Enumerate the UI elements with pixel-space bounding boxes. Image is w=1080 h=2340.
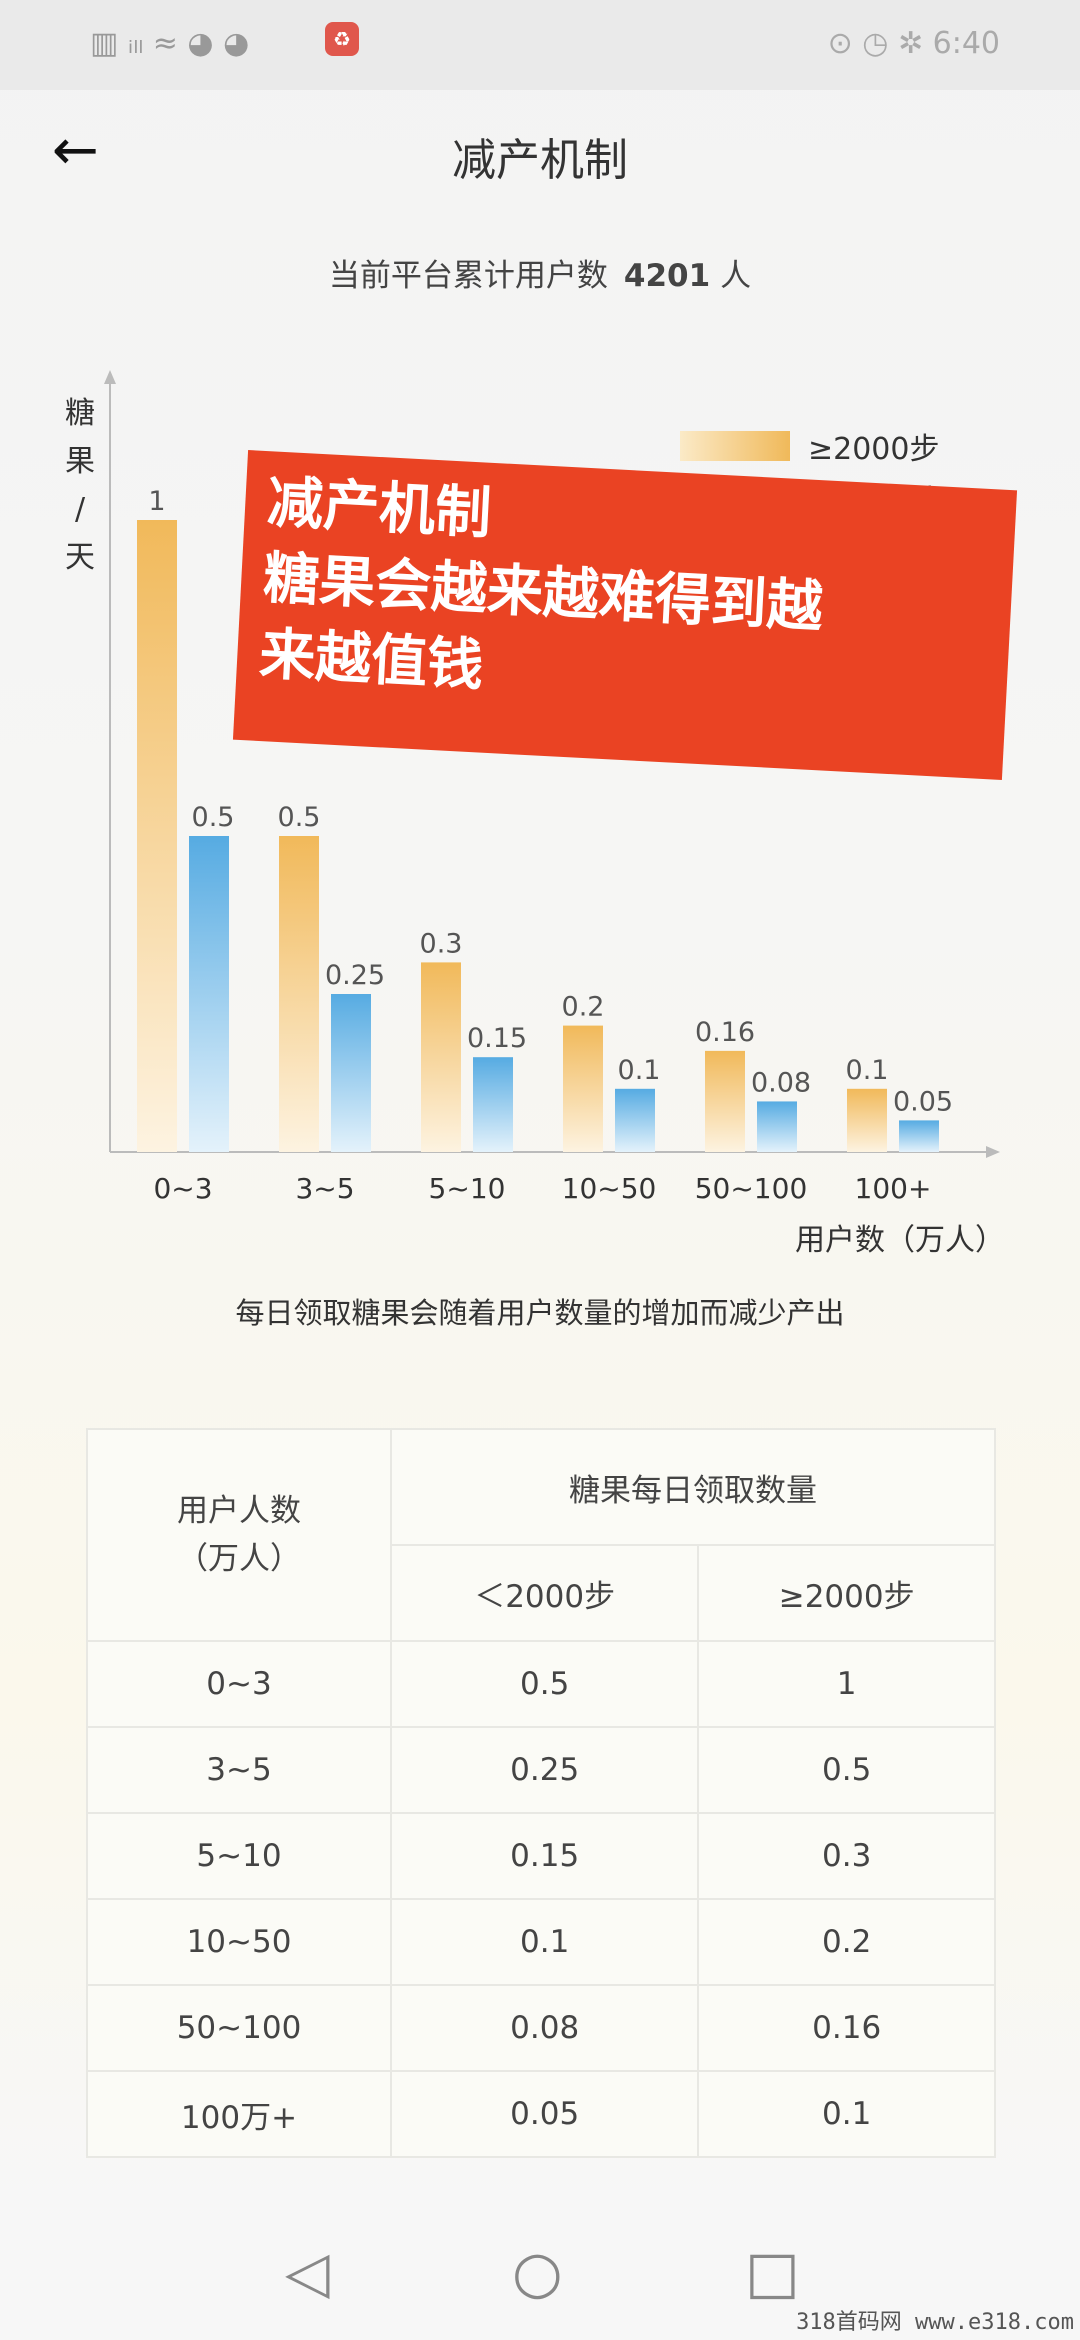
x-axis-label: 用户数（万人） (795, 1223, 1005, 1258)
data-label: 0.15 (467, 1023, 527, 1054)
data-label: 0.1 (618, 1055, 661, 1086)
reward-table: 用户人数 （万人） 糖果每日领取数量 ＜2000步 ≥2000步 0~3 0.5… (86, 1428, 996, 2158)
cell-users: 3~5 (86, 1726, 392, 1814)
legend-label-ge: ≥2000步 (808, 432, 940, 467)
promo-banner: 减产机制 糖果会越来越难得到越 来越值钱 (232, 450, 1018, 780)
bar-lt (757, 1101, 797, 1152)
bar-lt (899, 1120, 939, 1152)
data-label: 0.3 (420, 928, 463, 959)
x-tick-label: 3~5 (295, 1172, 354, 1205)
data-label: 0.16 (695, 1017, 755, 1048)
cell-lt: 0.05 (389, 2070, 700, 2158)
bar-ge (847, 1088, 887, 1152)
nav-recents-icon[interactable]: □ (745, 2238, 800, 2306)
legend-swatch-ge (680, 431, 790, 461)
nav-back-icon[interactable]: ◁ (285, 2238, 330, 2306)
data-label: 0.08 (751, 1067, 811, 1098)
cell-lt: 0.15 (389, 1812, 700, 1900)
bar-ge (563, 1025, 603, 1152)
y-axis-label: 糖 果 / 天 (65, 396, 95, 575)
x-tick-label: 10~50 (562, 1172, 657, 1205)
app-badge-icon: ♻ (325, 22, 359, 56)
data-label: 0.5 (278, 802, 321, 833)
header: ← 减产机制 (0, 110, 1080, 200)
promo-banner-text: 减产机制 糖果会越来越难得到越 来越值钱 (235, 450, 1017, 746)
x-tick-label: 5~10 (429, 1172, 506, 1205)
cell-ge: 1 (697, 1640, 996, 1728)
cell-ge: 0.1 (697, 2070, 996, 2158)
data-label: 1 (148, 486, 165, 517)
cell-users: 100万+ (86, 2070, 392, 2158)
total-users: 当前平台累计用户数 4201 人 (0, 250, 1080, 295)
total-users-count: 4201 (623, 258, 711, 294)
bar-lt (473, 1057, 513, 1152)
cell-ge: 0.3 (697, 1812, 996, 1900)
table-row: 5~10 0.15 0.3 (86, 1812, 996, 1900)
table-header-users: 用户人数 （万人） (86, 1428, 392, 1642)
bar-lt (331, 994, 371, 1152)
arrow-left-icon[interactable]: ← (52, 118, 99, 183)
table-row: 0~3 0.5 1 (86, 1640, 996, 1728)
cell-lt: 0.08 (389, 1984, 700, 2072)
cell-ge: 0.5 (697, 1726, 996, 1814)
total-users-unit: 人 (720, 258, 752, 294)
watermark: 318首码网 www.e318.com (796, 2310, 1074, 2335)
x-tick-label: 50~100 (695, 1172, 808, 1205)
bar-lt (615, 1088, 655, 1152)
status-bar: ▥ ᵢₗₗ ≈ ◕ ◕ ♻ ⊙ ◷ ✲ 6:40 (0, 0, 1080, 90)
bar-ge (421, 962, 461, 1152)
table-header-lt: ＜2000步 (389, 1544, 700, 1642)
data-label: 0.25 (325, 960, 385, 991)
data-label: 0.05 (893, 1086, 953, 1117)
bar-lt (189, 836, 229, 1152)
data-label: 0.1 (846, 1055, 889, 1086)
x-tick-label: 100+ (855, 1172, 932, 1205)
status-left-icons: ▥ ᵢₗₗ ≈ ◕ ◕ (90, 26, 250, 61)
table-row: 100万+ 0.05 0.1 (86, 2070, 996, 2158)
x-axis-arrow (986, 1146, 1000, 1158)
table-header-ge: ≥2000步 (697, 1544, 996, 1642)
x-tick-label: 0~3 (153, 1172, 212, 1205)
cell-lt: 0.25 (389, 1726, 700, 1814)
data-label: 0.2 (562, 992, 605, 1023)
bar-ge (137, 520, 177, 1152)
page-title: 减产机制 (452, 135, 628, 186)
chart-caption: 每日领取糖果会随着用户数量的增加而减少产出 (235, 1296, 845, 1330)
table-row: 50~100 0.08 0.16 (86, 1984, 996, 2072)
bar-ge (279, 836, 319, 1152)
cell-ge: 0.16 (697, 1984, 996, 2072)
table-row: 10~50 0.1 0.2 (86, 1898, 996, 1986)
total-users-label: 当前平台累计用户数 (328, 258, 608, 294)
table-row: 3~5 0.25 0.5 (86, 1726, 996, 1814)
legend-item-ge: ≥2000步 (680, 420, 944, 472)
cell-lt: 0.1 (389, 1898, 700, 1986)
y-axis-arrow (104, 370, 116, 384)
cell-lt: 0.5 (389, 1640, 700, 1728)
cell-users: 5~10 (86, 1812, 392, 1900)
cell-ge: 0.2 (697, 1898, 996, 1986)
chart-canvas: 1 0.5 0~3 0.5 0.25 3~5 0.3 0.15 5~10 0.2 0.1 10~50 0… (104, 370, 1005, 1258)
data-label: 0.5 (192, 802, 235, 833)
cell-users: 10~50 (86, 1898, 392, 1986)
cell-users: 50~100 (86, 1984, 392, 2072)
status-right-icons: ⊙ ◷ ✲ 6:40 (827, 26, 1000, 61)
nav-home-icon[interactable]: ○ (512, 2238, 563, 2306)
bar-ge (705, 1050, 745, 1152)
cell-users: 0~3 (86, 1640, 392, 1728)
table-header-group: 糖果每日领取数量 (390, 1428, 996, 1546)
system-nav-bar: ◁ ○ □ (0, 2216, 1080, 2340)
